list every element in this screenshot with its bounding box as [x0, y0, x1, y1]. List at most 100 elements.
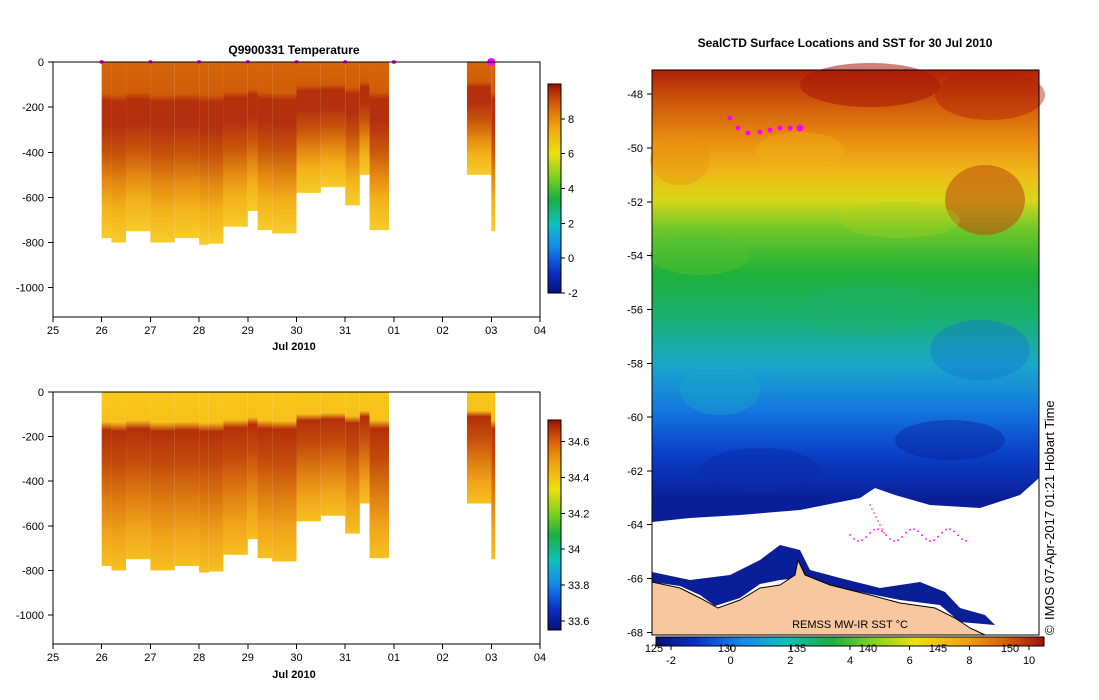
seal-track-point: [877, 520, 879, 522]
depth-tick-label: -800: [22, 565, 44, 577]
seal-track-point: [865, 536, 867, 538]
depth-tick-label: -400: [22, 476, 44, 488]
longitude-axis-labels: 125 130 135 140 145 150: [645, 643, 1019, 655]
seal-track-point: [953, 530, 955, 533]
sst-patch: [840, 202, 960, 238]
seal-track-point: [905, 531, 907, 534]
colorbar-tick-label: 34.2: [568, 508, 589, 520]
depth-tick-label: -1000: [16, 610, 44, 622]
sst-patch: [930, 320, 1030, 380]
profile-cell: [208, 62, 224, 244]
longitude-tick-label: 145: [929, 643, 947, 655]
sst-colorbar: [655, 636, 1045, 647]
seal-track-point: [873, 528, 875, 531]
time-tick-label: 30: [290, 652, 302, 664]
colorbar-tick-label: 33.8: [568, 580, 589, 592]
profile-cell: [150, 392, 175, 571]
colorbar-tick-label: 34: [568, 544, 580, 556]
sst-map-title: SealCTD Surface Locations and SST for 30…: [698, 36, 993, 50]
temperature-section-plot: Q9900331 Temperature 0 -200 -400 -600 -800 -1…: [16, 43, 578, 353]
seal-track-point: [893, 540, 895, 542]
seal-track-point: [925, 538, 927, 540]
longitude-tick-label: 140: [859, 643, 877, 655]
time-tick-label: 31: [339, 325, 351, 337]
time-tick-label: 26: [96, 652, 108, 664]
profile-cell: [320, 62, 346, 188]
temperature-colorbar: [547, 83, 562, 294]
seal-track-point: [853, 537, 855, 540]
latitude-tick-label: -60: [627, 412, 643, 424]
time-tick-label: 30: [290, 325, 302, 337]
latitude-tick-label: -56: [627, 304, 643, 316]
seal-position: [745, 130, 751, 136]
seal-position: [787, 125, 793, 131]
seal-track-point: [861, 539, 863, 542]
colorbar-tick-label: 34.4: [568, 472, 589, 484]
profile-cell: [247, 392, 258, 540]
latitude-tick-label: -66: [627, 574, 643, 586]
latitude-tick-label: -62: [627, 466, 643, 478]
time-tick-label: 27: [144, 652, 156, 664]
colorbar-tick-label: -2: [568, 288, 578, 300]
seal-track-point: [889, 538, 891, 540]
imos-credit: IMOS 07-Apr-2017 01:21 Hobart Time: [1042, 400, 1057, 620]
depth-tick-label: 0: [38, 387, 44, 399]
colorbar-tick-label: 34.6: [568, 437, 589, 449]
profile-cell: [223, 392, 248, 555]
profile-cell: [466, 62, 492, 175]
seal-position: [727, 115, 733, 121]
seal-track-point: [881, 528, 883, 530]
seal-track-point: [921, 534, 923, 537]
salinity-profile-cells: [101, 392, 496, 573]
latitude-tick-label: -54: [627, 251, 643, 263]
seal-track-point: [945, 528, 947, 531]
seal-track-point: [917, 530, 919, 533]
profile-cell: [272, 392, 297, 562]
seal-track-point: [883, 532, 885, 534]
profile-cell: [199, 62, 209, 245]
longitude-tick-label: 135: [788, 643, 806, 655]
profile-cell: [174, 392, 200, 566]
profile-cell: [111, 392, 127, 571]
longitude-tick-label: 150: [1001, 643, 1019, 655]
sst-tick-label: 0: [728, 655, 734, 667]
sst-tick-label: 6: [907, 655, 913, 667]
seal-track-point: [849, 534, 851, 536]
temperature-profile-cells: [101, 62, 496, 245]
seal-track-point: [941, 531, 943, 534]
depth-tick-label: -800: [22, 238, 44, 250]
sst-patch: [650, 135, 710, 185]
longitude-tick-label: 130: [718, 643, 736, 655]
seal-track: [727, 115, 967, 542]
profile-cell: [208, 392, 224, 572]
profile-cell: [257, 62, 273, 231]
profile-cell: [257, 392, 273, 559]
seal-track-point: [877, 528, 879, 531]
time-tick-label: 28: [193, 652, 205, 664]
time-tick-label: 26: [96, 325, 108, 337]
profile-cell: [369, 392, 390, 559]
time-tick-label: 31: [339, 652, 351, 664]
temperature-depth-axis: 0 -200 -400 -600 -800 -1000: [16, 57, 53, 295]
sst-source-label: REMSS MW-IR SST °C: [792, 619, 908, 631]
seal-track-point: [961, 538, 963, 540]
time-tick-label: 25: [47, 652, 59, 664]
time-tick-label: 04: [534, 325, 546, 337]
profile-cell: [223, 62, 248, 227]
colorbar-tick-label: 4: [568, 184, 574, 196]
profile-cell: [359, 62, 370, 175]
depth-tick-label: -400: [22, 147, 44, 159]
latitude-tick-label: -50: [627, 143, 643, 155]
sst-tick-label: 4: [847, 655, 853, 667]
seal-track-point: [885, 534, 887, 537]
salinity-time-axis-label: Jul 2010: [272, 669, 315, 681]
seal-position: [757, 129, 763, 135]
seal-position: [777, 125, 783, 131]
seal-track-point: [869, 531, 871, 534]
sst-patch: [945, 165, 1025, 235]
seal-track-point: [929, 540, 931, 542]
profile-cell: [320, 392, 346, 516]
profile-cell: [111, 62, 127, 243]
colorbar-tick-label: 6: [568, 149, 574, 161]
depth-tick-label: -1000: [16, 283, 44, 295]
